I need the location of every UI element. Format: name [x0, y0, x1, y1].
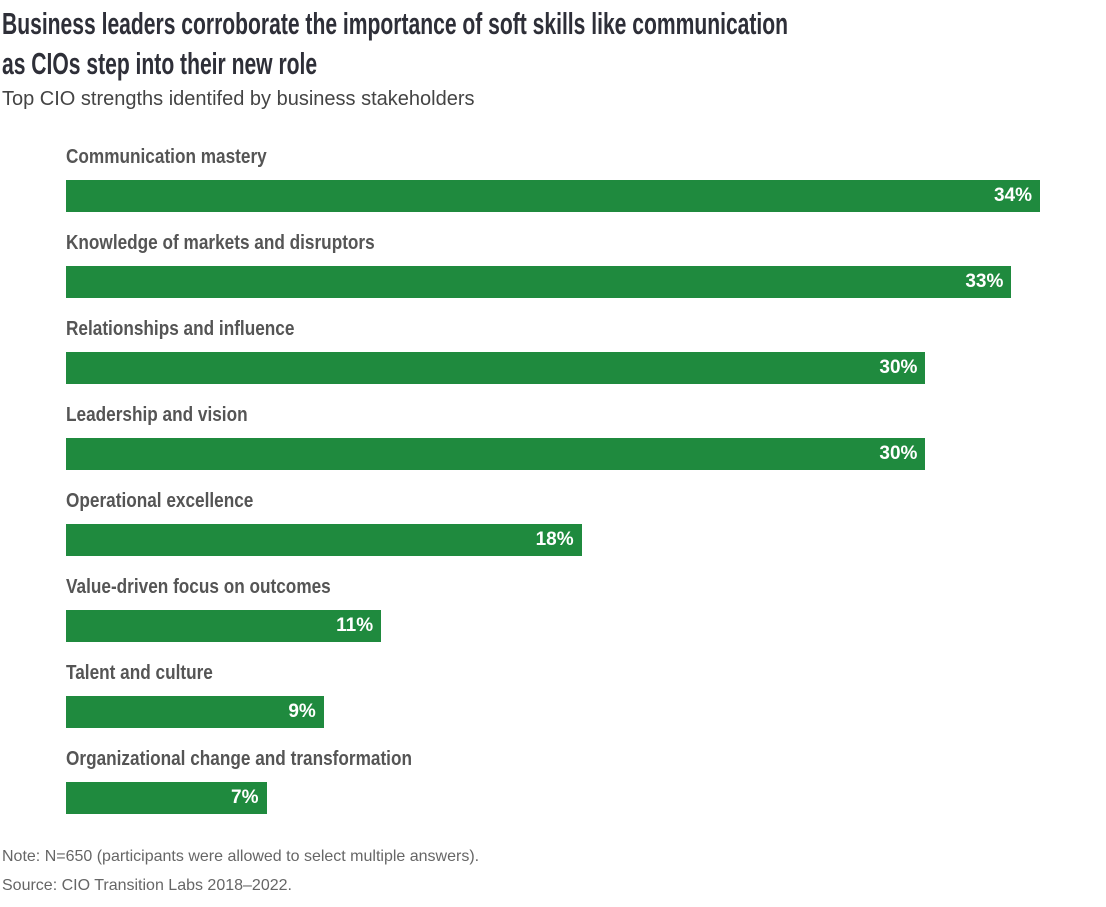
chart-note: Note: N=650 (participants were allowed t… — [2, 848, 480, 865]
data-label: 18% — [535, 529, 574, 550]
data-label: 11% — [336, 615, 374, 636]
bar: 30% — [66, 438, 926, 470]
bar: 9% — [66, 696, 324, 728]
bar: 30% — [66, 352, 926, 384]
category-label: Value-driven focus on outcomes — [66, 576, 331, 598]
data-label: 33% — [965, 271, 1004, 292]
chart-title-line-1: Business leaders corroborate the importa… — [2, 6, 789, 41]
category-label: Leadership and vision — [66, 404, 248, 426]
category-label: Organizational change and transformation — [66, 748, 412, 770]
bar: 11% — [66, 610, 382, 642]
chart-source: Source: CIO Transition Labs 2018–2022. — [2, 877, 292, 894]
data-label: 7% — [231, 787, 259, 808]
bar: 18% — [66, 524, 582, 556]
data-label: 9% — [288, 701, 316, 722]
bar: 33% — [66, 266, 1012, 298]
chart-title: Business leaders corroborate the importa… — [2, 4, 1022, 84]
data-label: 30% — [879, 443, 918, 464]
category-label: Relationships and influence — [66, 318, 295, 340]
category-label: Knowledge of markets and disruptors — [66, 232, 375, 254]
category-label: Operational excellence — [66, 490, 254, 512]
category-label: Communication mastery — [66, 146, 267, 168]
category-label: Talent and culture — [66, 662, 213, 684]
data-label: 34% — [993, 185, 1032, 206]
bar: 34% — [66, 180, 1040, 212]
data-label: 30% — [879, 357, 918, 378]
chart-subtitle: Top CIO strengths identifed by business … — [2, 88, 475, 110]
chart-title-line-2: as CIOs step into their new role — [2, 46, 318, 81]
bar: 7% — [66, 782, 267, 814]
